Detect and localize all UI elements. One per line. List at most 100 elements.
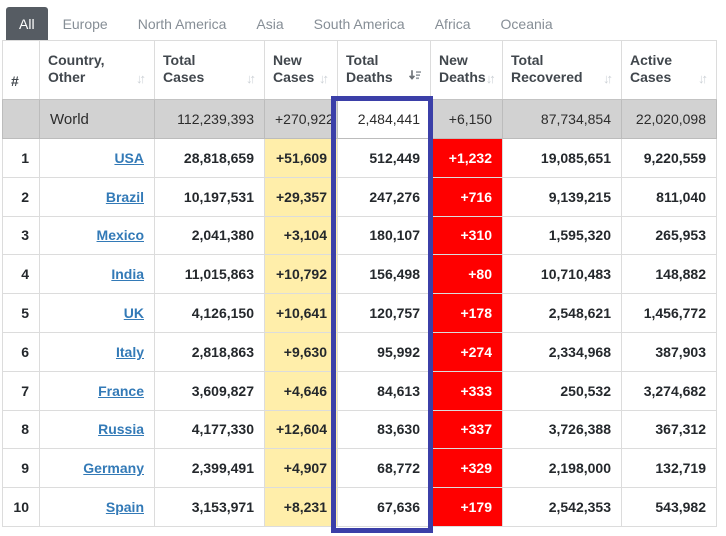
sort-both-icon: ↓↑ — [485, 71, 496, 86]
new-cases-cell: +3,104 — [264, 215, 338, 256]
header-total-deaths[interactable]: Total Deaths — [337, 40, 431, 100]
rank-cell: 7 — [2, 370, 40, 411]
sort-both-icon: ↓↑ — [603, 71, 613, 86]
table-row: 6 Italy 2,818,863 +9,630 95,992 +274 2,3… — [2, 331, 717, 372]
world-totals-row: World 112,239,393 +270,922 2,484,441 +6,… — [2, 99, 717, 139]
new-cases-cell: +10,641 — [264, 293, 338, 333]
table-row: 8 Russia 4,177,330 +12,604 83,630 +337 3… — [2, 409, 717, 450]
country-cell: Mexico — [39, 215, 155, 256]
tab-africa[interactable]: Africa — [434, 15, 471, 32]
sort-both-icon: ↓↑ — [136, 71, 146, 86]
sort-both-icon: ↓↑ — [246, 71, 256, 86]
header-new-cases[interactable]: New Cases ↓↑ — [264, 40, 338, 100]
header-rank[interactable]: # — [2, 40, 40, 100]
table-row: 10 Spain 3,153,971 +8,231 67,636 +179 2,… — [2, 487, 717, 527]
total-recovered-cell: 9,139,215 — [502, 176, 622, 217]
country-link[interactable]: India — [111, 266, 144, 283]
country-link[interactable]: Germany — [83, 460, 144, 477]
tab-south-america[interactable]: South America — [313, 15, 405, 32]
total-deaths-cell: 120,757 — [337, 293, 431, 333]
table-row: 5 UK 4,126,150 +10,641 120,757 +178 2,54… — [2, 293, 717, 333]
covid-stats-table: # Country, Other ↓↑ Total Cases ↓↑ New Case — [2, 40, 717, 527]
table-row: 3 Mexico 2,041,380 +3,104 180,107 +310 1… — [2, 215, 717, 256]
rank-cell: 1 — [2, 138, 40, 178]
total-recovered-cell: 3,726,388 — [502, 409, 622, 450]
new-cases-cell: +29,357 — [264, 176, 338, 217]
tab-europe[interactable]: Europe — [62, 15, 108, 32]
total-deaths-cell: 180,107 — [337, 215, 431, 256]
total-deaths-cell: 84,613 — [337, 370, 431, 411]
rank-cell: 3 — [2, 215, 40, 256]
active-cases-cell: 9,220,559 — [621, 138, 717, 178]
new-deaths-cell: +337 — [430, 409, 503, 450]
table-header-row: # Country, Other ↓↑ Total Cases ↓↑ New Case — [2, 40, 717, 100]
world-new-deaths: +6,150 — [430, 99, 503, 139]
country-link[interactable]: Russia — [98, 421, 144, 438]
total-cases-cell: 28,818,659 — [154, 138, 265, 178]
country-link[interactable]: UK — [123, 305, 144, 322]
total-recovered-cell: 2,198,000 — [502, 448, 622, 489]
active-cases-cell: 543,982 — [621, 487, 717, 527]
rank-cell: 8 — [2, 409, 40, 450]
sort-descending-icon — [408, 68, 422, 85]
country-cell: UK — [39, 293, 155, 333]
rank-cell: 9 — [2, 448, 40, 489]
country-cell: USA — [39, 138, 155, 178]
active-cases-cell: 265,953 — [621, 215, 717, 256]
tab-north-america[interactable]: North America — [137, 15, 227, 32]
country-cell: Italy — [39, 331, 155, 372]
active-cases-cell: 3,274,682 — [621, 370, 717, 411]
new-deaths-cell: +178 — [430, 293, 503, 333]
header-new-deaths[interactable]: New Deaths ↓↑ — [430, 40, 503, 100]
header-active-cases[interactable]: Active Cases ↓↑ — [621, 40, 717, 100]
total-recovered-cell: 1,595,320 — [502, 215, 622, 256]
new-deaths-cell: +274 — [430, 331, 503, 372]
tab-asia[interactable]: Asia — [256, 15, 284, 32]
country-link[interactable]: Spain — [105, 499, 144, 516]
total-cases-cell: 11,015,863 — [154, 254, 265, 295]
tab-oceania[interactable]: Oceania — [500, 15, 553, 32]
country-link[interactable]: Mexico — [96, 227, 144, 244]
total-recovered-cell: 19,085,651 — [502, 138, 622, 178]
rank-cell: 6 — [2, 331, 40, 372]
total-cases-cell: 10,197,531 — [154, 176, 265, 217]
new-cases-cell: +10,792 — [264, 254, 338, 295]
active-cases-cell: 1,456,772 — [621, 293, 717, 333]
rank-cell: 2 — [2, 176, 40, 217]
header-country[interactable]: Country, Other ↓↑ — [39, 40, 155, 100]
active-cases-cell: 148,882 — [621, 254, 717, 295]
country-cell: France — [39, 370, 155, 411]
world-total-deaths: 2,484,441 — [337, 99, 431, 139]
active-cases-cell: 811,040 — [621, 176, 717, 217]
new-deaths-cell: +1,232 — [430, 138, 503, 178]
tab-all[interactable]: All — [6, 7, 48, 40]
rank-cell: 5 — [2, 293, 40, 333]
country-link[interactable]: Brazil — [105, 188, 144, 205]
world-total-recovered: 87,734,854 — [502, 99, 622, 139]
total-cases-cell: 4,126,150 — [154, 293, 265, 333]
country-cell: Brazil — [39, 176, 155, 217]
country-link[interactable]: USA — [114, 149, 144, 166]
country-link[interactable]: Italy — [115, 343, 144, 360]
world-label: World — [39, 99, 155, 139]
total-cases-cell: 2,041,380 — [154, 215, 265, 256]
total-recovered-cell: 250,532 — [502, 370, 622, 411]
continent-tabbar: All Europe North America Asia South Amer… — [0, 0, 726, 40]
total-deaths-cell: 156,498 — [337, 254, 431, 295]
sort-both-icon: ↓↑ — [698, 71, 708, 86]
new-cases-cell: +51,609 — [264, 138, 338, 178]
world-active-cases: 22,020,098 — [621, 99, 717, 139]
active-cases-cell: 132,719 — [621, 448, 717, 489]
total-cases-cell: 3,153,971 — [154, 487, 265, 527]
header-total-recovered[interactable]: Total Recovered ↓↑ — [502, 40, 622, 100]
rank-cell — [2, 99, 40, 139]
new-cases-cell: +4,907 — [264, 448, 338, 489]
new-deaths-cell: +329 — [430, 448, 503, 489]
total-recovered-cell: 10,710,483 — [502, 254, 622, 295]
country-link[interactable]: France — [98, 382, 144, 399]
active-cases-cell: 367,312 — [621, 409, 717, 450]
total-deaths-cell: 67,636 — [337, 487, 431, 527]
header-total-cases[interactable]: Total Cases ↓↑ — [154, 40, 265, 100]
country-cell: Germany — [39, 448, 155, 489]
